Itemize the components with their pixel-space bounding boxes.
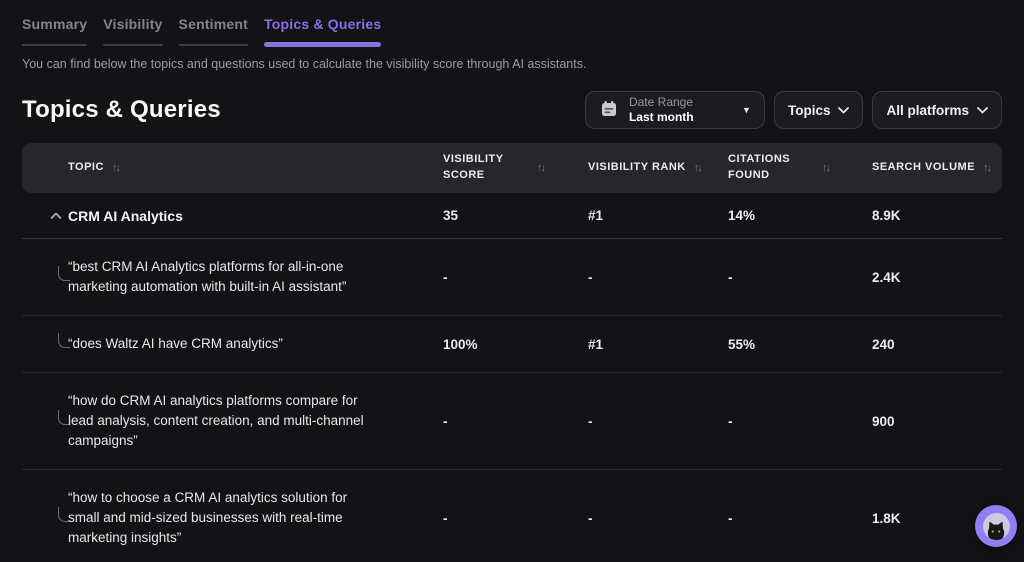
topics-dropdown-label: Topics — [787, 102, 831, 118]
table-row-query[interactable]: “how do CRM AI analytics platforms compa… — [22, 373, 1002, 470]
tab-topics-queries[interactable]: Topics & Queries — [264, 16, 381, 47]
tree-connector-icon — [58, 332, 70, 348]
tab-bar: Summary Visibility Sentiment Topics & Qu… — [0, 0, 1024, 47]
citations-found-cell: - — [728, 269, 733, 285]
visibility-rank-cell: #1 — [588, 336, 604, 352]
sort-icon[interactable]: ↑↓ — [822, 162, 831, 174]
column-label: CITATIONS FOUND — [728, 153, 791, 181]
sort-icon[interactable]: ↑↓ — [693, 162, 703, 174]
sort-icon[interactable]: ↑↓ — [983, 162, 992, 174]
column-header-visibility-score[interactable]: VISIBILITY SCORE ↑↓ — [443, 152, 588, 184]
cat-avatar — [982, 512, 1010, 540]
visibility-score-cell: 35 — [443, 208, 459, 223]
tab-label: Sentiment — [178, 16, 249, 32]
search-volume-cell: 2.4K — [872, 269, 901, 285]
date-range-texts: Date Range Last month — [629, 95, 732, 125]
tab-label: Visibility — [103, 16, 163, 32]
collapse-chevron-up-icon[interactable] — [50, 212, 68, 220]
citations-found-cell: - — [728, 413, 733, 429]
page-description: You can find below the topics and questi… — [22, 57, 587, 71]
column-header-visibility-rank[interactable]: VISIBILITY RANK ↑↓ — [588, 160, 728, 176]
page-title: Topics & Queries — [22, 96, 221, 123]
tree-connector-icon — [58, 409, 70, 425]
citations-found-cell: - — [728, 510, 733, 526]
tab-summary[interactable]: Summary — [22, 16, 87, 47]
visibility-rank-cell: - — [588, 510, 593, 526]
column-header-topic[interactable]: TOPIC ↑↓ — [68, 160, 443, 176]
table-row-query[interactable]: “how to choose a CRM AI analytics soluti… — [22, 470, 1002, 562]
date-range-dropdown[interactable]: Date Range Last month ▼ — [584, 91, 765, 129]
visibility-score-cell: - — [443, 269, 448, 285]
page-header: Topics & Queries Date Range Last month ▼… — [0, 71, 1024, 129]
query-text: “best CRM AI Analytics platforms for all… — [68, 259, 347, 294]
visibility-rank-cell: - — [588, 413, 593, 429]
search-volume-cell: 1.8K — [872, 510, 901, 526]
search-volume-cell: 240 — [872, 336, 895, 352]
chevron-down-icon — [977, 106, 988, 114]
date-range-value: Last month — [628, 110, 694, 124]
topics-table: TOPIC ↑↓ VISIBILITY SCORE ↑↓ VISIBILITY … — [22, 143, 1002, 562]
tab-label: Topics & Queries — [264, 16, 382, 32]
calendar-icon — [599, 99, 619, 122]
table-header: TOPIC ↑↓ VISIBILITY SCORE ↑↓ VISIBILITY … — [22, 143, 1002, 193]
citations-found-cell: 55% — [728, 336, 756, 352]
platforms-dropdown-label: All platforms — [886, 102, 969, 118]
tree-connector-icon — [58, 506, 70, 522]
query-text: “how to choose a CRM AI analytics soluti… — [68, 490, 348, 545]
tree-connector-icon — [58, 265, 70, 281]
column-label: SEARCH VOLUME — [872, 161, 976, 174]
date-range-label: Date Range — [628, 95, 694, 109]
visibility-score-cell: - — [443, 413, 448, 429]
topic-name: CRM AI Analytics — [68, 207, 183, 224]
filter-bar: Date Range Last month ▼ Topics All platf… — [584, 91, 1002, 129]
citations-found-cell: 14% — [728, 208, 756, 223]
table-row-query[interactable]: “does Waltz AI have CRM analytics” 100% … — [22, 316, 1002, 373]
table-row-query[interactable]: “best CRM AI Analytics platforms for all… — [22, 239, 1002, 316]
visibility-score-cell: 100% — [443, 336, 478, 352]
chevron-down-icon — [838, 106, 850, 114]
column-header-citations-found[interactable]: CITATIONS FOUND ↑↓ — [728, 152, 872, 184]
tab-sentiment[interactable]: Sentiment — [179, 16, 248, 47]
tab-visibility[interactable]: Visibility — [103, 16, 162, 47]
column-label: VISIBILITY SCORE — [443, 153, 504, 181]
visibility-rank-cell: - — [588, 269, 593, 285]
column-label: VISIBILITY RANK — [588, 161, 686, 174]
tab-label: Summary — [22, 16, 88, 32]
query-text: “how do CRM AI analytics platforms compa… — [68, 393, 364, 448]
platforms-dropdown[interactable]: All platforms — [872, 91, 1002, 129]
sort-icon[interactable]: ↑↓ — [111, 162, 121, 174]
visibility-score-cell: - — [443, 510, 448, 526]
column-header-search-volume[interactable]: SEARCH VOLUME ↑↓ — [872, 160, 1002, 176]
chat-widget-button[interactable] — [975, 505, 1017, 547]
topics-dropdown[interactable]: Topics — [773, 91, 864, 129]
search-volume-cell: 900 — [872, 413, 895, 429]
triangle-down-icon: ▼ — [742, 105, 751, 115]
visibility-rank-cell: #1 — [588, 208, 604, 223]
table-row-topic[interactable]: CRM AI Analytics 35 #1 14% 8.9K — [22, 193, 1002, 239]
sort-icon[interactable]: ↑↓ — [537, 162, 546, 174]
column-label: TOPIC — [68, 161, 104, 174]
query-text: “does Waltz AI have CRM analytics” — [68, 336, 283, 351]
search-volume-cell: 8.9K — [872, 208, 901, 223]
